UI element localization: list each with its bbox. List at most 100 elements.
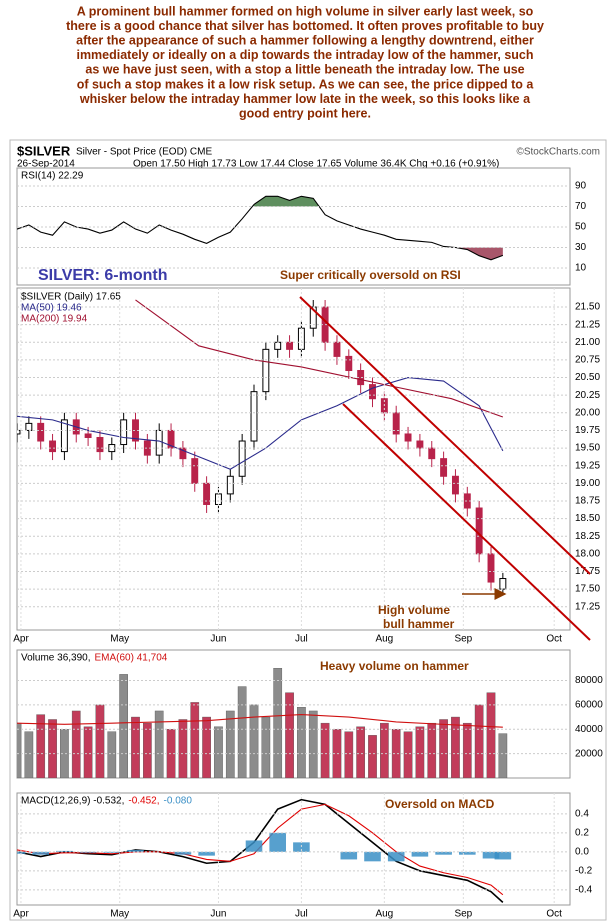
volume-bar — [403, 731, 413, 778]
x-tick-label: Sep — [454, 909, 472, 920]
annotation: SILVER: 6-month — [38, 267, 167, 284]
volume-bar — [237, 686, 247, 778]
volume-bar — [297, 707, 306, 778]
x-tick-label: Jul — [295, 634, 308, 645]
volume-bar — [214, 726, 223, 778]
candle-body — [262, 348, 270, 393]
candle-body — [84, 433, 92, 438]
series-line — [135, 299, 504, 418]
histogram-bar — [56, 850, 73, 852]
panel — [17, 195, 504, 261]
candle-body — [37, 422, 45, 442]
volume-bar — [249, 704, 259, 778]
candle-body — [369, 384, 376, 400]
y-tick-label: 19.00 — [575, 478, 600, 489]
y-tick-label: 19.75 — [575, 425, 600, 436]
candle-body — [120, 419, 128, 446]
volume-bar — [71, 710, 81, 778]
annotation: Heavy volume on hammer — [320, 659, 469, 673]
candle-body — [297, 327, 305, 350]
legend-entry: Volume 36,390, — [21, 653, 91, 664]
symbol: $SILVER — [17, 143, 71, 158]
credit: ©StockCharts.com — [516, 147, 600, 158]
x-tick-label: Jun — [210, 634, 226, 645]
paragraph-line: good entry point here. — [239, 106, 371, 120]
y-tick-label: 0.2 — [575, 828, 589, 839]
y-tick-label: 20.50 — [575, 372, 600, 383]
paragraph-line: A prominent bull hammer formed on high v… — [77, 4, 534, 18]
histogram-bar — [245, 840, 263, 852]
y-tick-label: 17.50 — [575, 584, 600, 595]
histogram-bar — [482, 851, 500, 859]
candle-body — [428, 447, 436, 460]
candle-body — [167, 429, 175, 449]
histogram-bar — [198, 851, 215, 856]
volume-bar — [439, 719, 448, 778]
paragraph-line: there is a good chance that silver has b… — [66, 19, 544, 33]
histogram-bar — [340, 851, 358, 860]
volume-bar — [320, 722, 330, 778]
legend-entry: -0.080 — [164, 796, 193, 807]
x-tick-label: Jun — [210, 909, 226, 920]
candle-body — [25, 422, 33, 431]
volume-bar — [143, 722, 152, 778]
y-tick-label: 17.25 — [575, 601, 600, 612]
histogram-bar — [174, 851, 192, 855]
y-tick-label: 21.00 — [575, 337, 600, 348]
y-tick-label: 18.25 — [575, 531, 600, 542]
y-tick-label: 20.75 — [575, 355, 600, 366]
legend-entry: -0.452, — [128, 796, 159, 807]
y-tick-label: -0.2 — [575, 865, 593, 876]
y-tick-label: 21.25 — [575, 319, 600, 330]
annotation: High volume — [378, 603, 450, 617]
volume-bar — [285, 692, 294, 778]
candle-body — [345, 355, 353, 372]
channel-upper — [299, 296, 591, 575]
volume-bar — [474, 704, 484, 778]
volume-bar — [178, 719, 188, 778]
y-tick-label: 21.50 — [575, 302, 600, 313]
panel-frame — [16, 287, 571, 631]
candle-body — [96, 436, 104, 453]
y-tick-label: 0.4 — [575, 809, 589, 820]
volume-bar — [391, 729, 401, 778]
x-tick-label: Oct — [546, 634, 562, 645]
y-tick-label: 50 — [575, 222, 587, 233]
x-tick-label: Aug — [375, 909, 393, 920]
histogram-bar — [459, 851, 476, 855]
legend-entry: RSI(14) 22.29 — [21, 171, 84, 182]
volume-bar — [107, 731, 117, 778]
y-tick-label: 70 — [575, 201, 587, 212]
histogram-bar — [127, 849, 144, 852]
x-tick-label: Sep — [454, 634, 472, 645]
histogram-bar — [103, 851, 121, 853]
legend-entry: MA(200) 19.94 — [21, 314, 88, 325]
volume-bar — [356, 726, 365, 778]
series-line — [17, 803, 504, 896]
annotation: Super critically oversold on RSI — [280, 268, 461, 282]
panel — [17, 798, 512, 903]
y-tick-label: 90 — [575, 181, 587, 192]
volume-bar — [261, 716, 271, 778]
chart-frame — [9, 139, 607, 921]
channel-lower — [342, 403, 591, 641]
series-line — [17, 195, 504, 261]
panel — [17, 668, 508, 778]
candle-body — [60, 419, 68, 453]
x-tick-label: Oct — [546, 909, 562, 920]
y-tick-label: 18.00 — [575, 548, 600, 559]
annotation: bull hammer — [383, 617, 455, 631]
y-tick-label: 40000 — [575, 724, 603, 735]
candle-body — [392, 412, 400, 435]
rsi-fill — [252, 196, 320, 207]
legend-entry: EMA(60) 41,704 — [95, 653, 168, 664]
panel-frame — [16, 167, 571, 286]
y-tick-label: 60000 — [575, 699, 603, 710]
volume-bar — [17, 722, 22, 778]
histogram-bar — [387, 851, 405, 862]
candle-body — [274, 341, 282, 350]
annotation: Oversold on MACD — [385, 797, 495, 811]
volume-bar — [95, 704, 105, 778]
volume-bar — [190, 702, 200, 778]
volume-bar — [308, 710, 318, 778]
